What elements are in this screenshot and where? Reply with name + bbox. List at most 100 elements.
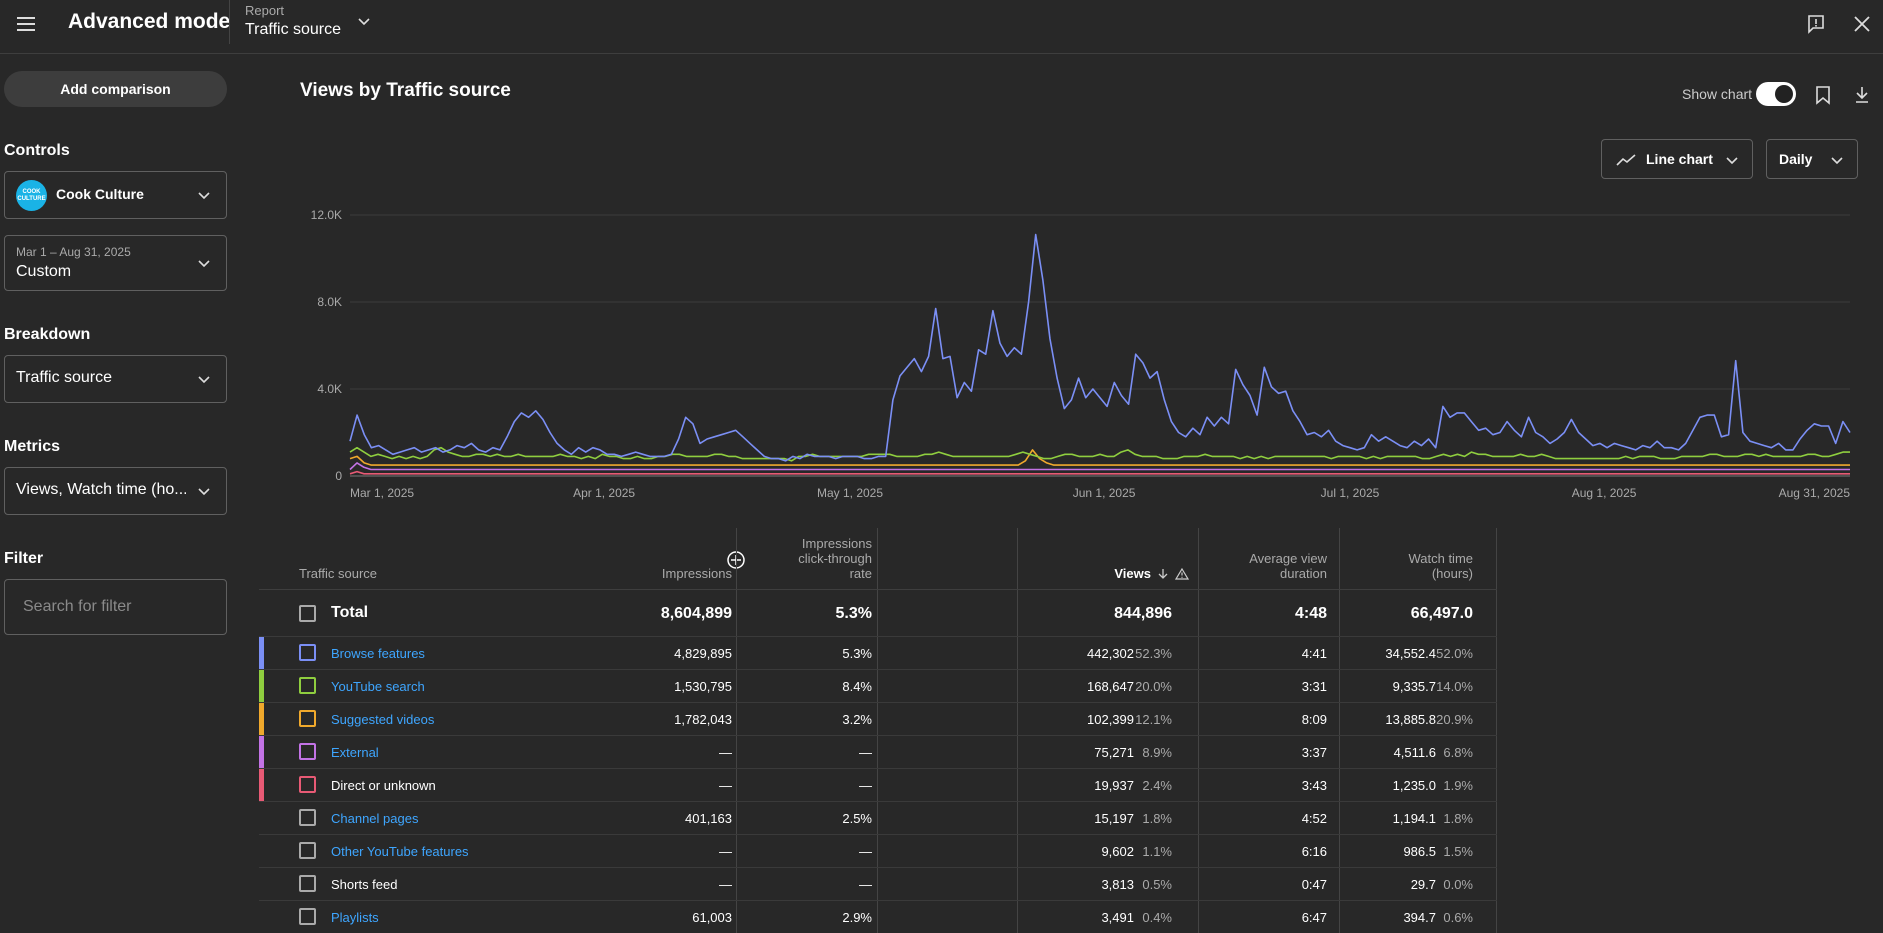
- header-avg-view-duration[interactable]: Average view duration: [1249, 551, 1327, 581]
- ctr-value: —: [859, 778, 872, 793]
- views-value: 168,647: [1087, 679, 1134, 694]
- row-checkbox[interactable]: [299, 908, 316, 925]
- views-value: 442,302: [1087, 646, 1134, 661]
- table-row: YouTube search 1,530,795 8.4% 168,647 20.0% 3…: [259, 670, 1497, 703]
- watch-time-percent: 0.6%: [1443, 910, 1473, 925]
- row-checkbox[interactable]: [299, 644, 316, 661]
- metrics-value: Views, Watch time (ho...: [16, 481, 186, 498]
- header-traffic-source[interactable]: Traffic source: [299, 566, 378, 581]
- traffic-source-name[interactable]: Suggested videos: [331, 712, 435, 727]
- breakdown-selector[interactable]: Traffic source: [4, 355, 227, 403]
- total-ctr: 5.3%: [835, 605, 872, 622]
- avd-value: 6:16: [1301, 844, 1327, 859]
- add-comparison-button[interactable]: Add comparison: [4, 71, 227, 107]
- watch-time-percent: 14.0%: [1436, 679, 1473, 694]
- row-checkbox[interactable]: [299, 677, 316, 694]
- controls-label: Controls: [4, 142, 70, 159]
- total-watch-time: 66,497.0: [1410, 605, 1473, 622]
- granularity-selector[interactable]: Daily: [1766, 139, 1858, 179]
- traffic-source-name[interactable]: External: [331, 745, 379, 760]
- views-value: 75,271: [1094, 745, 1134, 760]
- channel-selector[interactable]: COOK CULTURE Cook Culture: [4, 171, 227, 219]
- ctr-value: —: [859, 877, 872, 892]
- chart-type-label: Line chart: [1646, 151, 1713, 167]
- date-preset: Custom: [16, 263, 72, 280]
- date-range-selector[interactable]: Mar 1 – Aug 31, 2025 Custom: [4, 235, 227, 291]
- header-watch-time[interactable]: Watch time (hours): [1408, 551, 1473, 581]
- row-checkbox[interactable]: [299, 743, 316, 760]
- watch-time-value: 9,335.7: [1392, 679, 1436, 694]
- views-percent: 0.4%: [1142, 910, 1172, 925]
- x-tick-label: Mar 1, 2025: [350, 486, 414, 500]
- top-bar: Advanced mode Report Traffic source: [0, 0, 1883, 54]
- traffic-source-name: Shorts feed: [331, 877, 398, 892]
- row-checkbox[interactable]: [299, 842, 316, 859]
- watch-time-percent: 1.5%: [1443, 844, 1473, 859]
- chevron-down-icon: [198, 192, 210, 200]
- row-checkbox[interactable]: [299, 710, 316, 727]
- series-line: [349, 449, 1850, 466]
- row-checkbox[interactable]: [299, 875, 316, 892]
- warning-icon[interactable]: [1175, 567, 1189, 580]
- series-line: [349, 446, 1850, 462]
- impressions-value: 61,003: [692, 910, 732, 925]
- metrics-selector[interactable]: Views, Watch time (ho...: [4, 467, 227, 515]
- views-percent: 8.9%: [1142, 745, 1172, 760]
- show-chart-label: Show chart: [1682, 86, 1753, 102]
- views-value: 19,937: [1094, 778, 1134, 793]
- report-label: Report: [245, 3, 285, 18]
- watch-time-percent: 20.9%: [1436, 712, 1473, 727]
- close-icon[interactable]: [1852, 14, 1872, 34]
- ctr-value: 3.2%: [842, 712, 872, 727]
- metrics-label: Metrics: [4, 438, 61, 455]
- chevron-down-icon: [1726, 157, 1738, 165]
- feedback-icon[interactable]: [1806, 14, 1826, 34]
- chevron-down-icon: [198, 376, 210, 384]
- table-row: Direct or unknown — — 19,937 2.4% 3:43 1,235.0…: [259, 769, 1497, 802]
- series-color-bar: [259, 637, 264, 669]
- traffic-source-name[interactable]: Channel pages: [331, 811, 419, 826]
- table-row: External — — 75,271 8.9% 3:37 4,511.6 6.8%: [259, 736, 1497, 769]
- traffic-source-name[interactable]: Browse features: [331, 646, 425, 661]
- show-chart-toggle[interactable]: [1756, 82, 1796, 106]
- total-impressions: 8,604,899: [660, 605, 732, 622]
- filter-search-input[interactable]: [4, 579, 227, 635]
- traffic-source-name[interactable]: Playlists: [331, 910, 379, 925]
- row-checkbox[interactable]: [299, 776, 316, 793]
- app-title: Advanced mode: [68, 10, 231, 33]
- watch-time-percent: 6.8%: [1443, 745, 1473, 760]
- impressions-value: 1,530,795: [674, 679, 732, 694]
- header-ctr[interactable]: Impressions click-through rate: [798, 536, 872, 581]
- x-tick-label: May 1, 2025: [817, 486, 883, 500]
- header-impressions[interactable]: Impressions: [661, 566, 732, 581]
- table-row: Suggested videos 1,782,043 3.2% 102,399 12.1…: [259, 703, 1497, 736]
- report-selector[interactable]: Traffic source: [245, 21, 342, 38]
- date-range-text: Mar 1 – Aug 31, 2025: [16, 245, 131, 259]
- x-tick-label: Jul 1, 2025: [1321, 486, 1380, 500]
- menu-icon[interactable]: [14, 12, 38, 36]
- header-views[interactable]: Views: [1114, 566, 1189, 581]
- channel-avatar: COOK CULTURE: [16, 180, 47, 211]
- watch-time-value: 986.5: [1403, 844, 1436, 859]
- views-percent: 1.1%: [1142, 844, 1172, 859]
- table-row-total: Total 8,604,899 5.3% 844,896 4:48 66,497…: [259, 590, 1497, 637]
- views-percent: 52.3%: [1135, 646, 1172, 661]
- chevron-down-icon: [1831, 157, 1843, 165]
- watch-time-value: 394.7: [1403, 910, 1436, 925]
- views-line-chart: 0 4.0K 8.0K 12.0K Mar 1, 2025 Apr 1, 2025 May …: [311, 208, 1851, 500]
- traffic-source-name: Direct or unknown: [331, 778, 436, 793]
- chevron-down-icon: [198, 488, 210, 496]
- views-percent: 2.4%: [1142, 778, 1172, 793]
- traffic-source-name[interactable]: YouTube search: [331, 679, 425, 694]
- chart-type-selector[interactable]: Line chart: [1601, 139, 1753, 179]
- traffic-source-name[interactable]: Other YouTube features: [331, 844, 469, 859]
- row-checkbox[interactable]: [299, 809, 316, 826]
- avd-value: 3:37: [1301, 745, 1327, 760]
- bookmark-icon[interactable]: [1814, 85, 1832, 105]
- series-color-bar: [259, 769, 264, 801]
- download-icon[interactable]: [1853, 85, 1871, 105]
- watch-time-value: 1,194.1: [1392, 811, 1436, 826]
- total-checkbox[interactable]: [299, 605, 316, 622]
- ctr-value: —: [859, 844, 872, 859]
- chevron-down-icon[interactable]: [356, 13, 372, 29]
